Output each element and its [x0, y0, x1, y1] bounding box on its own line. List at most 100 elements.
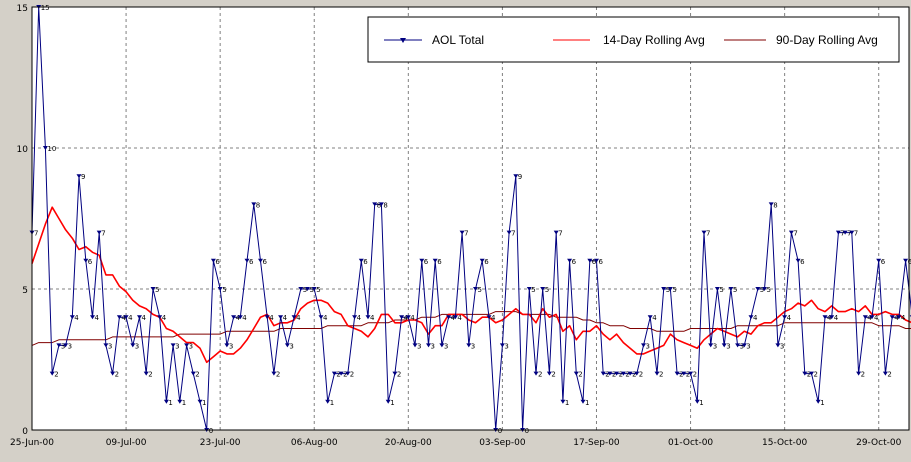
data-label: 4 [242, 314, 247, 322]
data-label: 5 [760, 286, 764, 294]
data-label: 2 [605, 371, 609, 379]
data-label: 2 [336, 371, 340, 379]
data-point-marker [822, 315, 828, 320]
data-point-marker [210, 258, 216, 263]
data-point-marker [311, 287, 317, 291]
data-label: 2 [679, 371, 683, 379]
data-point-marker [271, 371, 277, 376]
data-point-marker [385, 399, 391, 404]
data-point-marker [473, 287, 478, 291]
data-point-marker [526, 287, 532, 291]
data-point-marker [600, 371, 606, 376]
data-label: 2 [807, 371, 811, 379]
data-label: 0 [525, 427, 529, 435]
data-point-marker [513, 174, 519, 179]
data-point-marker [889, 315, 895, 320]
data-label: 5 [666, 286, 670, 294]
data-point-marker [338, 371, 344, 376]
data-point-marker [163, 399, 169, 404]
data-label: 7 [854, 230, 858, 238]
data-label: 4 [404, 314, 409, 322]
data-label: 0 [498, 427, 502, 435]
data-point-marker [546, 371, 552, 376]
data-label: 4 [787, 314, 792, 322]
data-label: 1 [585, 399, 589, 407]
data-label: 7 [34, 230, 38, 238]
data-label: 3 [289, 342, 293, 350]
data-point-marker [479, 258, 485, 263]
data-point-marker [647, 315, 653, 320]
data-point-marker [426, 343, 431, 348]
data-label: 5 [545, 286, 549, 294]
data-label: 2 [551, 371, 555, 379]
data-point-marker [264, 315, 270, 320]
data-point-marker [318, 315, 324, 320]
y-tick-label: 5 [22, 286, 28, 296]
data-label: 5 [303, 286, 307, 294]
x-tick-label: 20-Aug-00 [385, 438, 432, 448]
legend-item-aol-total: AOL Total [384, 33, 484, 47]
data-point-marker [795, 258, 801, 263]
data-point-marker [688, 371, 694, 376]
x-tick-label: 01-Oct-00 [668, 438, 713, 448]
data-label: 6 [88, 258, 93, 266]
data-label: 8 [256, 201, 260, 209]
data-label: 4 [867, 314, 872, 322]
data-point-marker [728, 287, 734, 291]
data-label: 4 [451, 314, 456, 322]
data-point-marker [399, 315, 405, 320]
data-label: 3 [229, 342, 233, 350]
data-point-marker [627, 371, 633, 376]
data-label: 3 [189, 342, 193, 350]
x-axis: 25-Jun-00 09-Jul-00 23-Jul-00 06-Aug-00 20-A… [10, 438, 902, 448]
legend-item-14-day: 14-Day Rolling Avg [553, 33, 705, 47]
data-point-marker [607, 371, 613, 376]
data-label: 4 [834, 314, 839, 322]
legend-item-90-day: 90-Day Rolling Avg [724, 33, 878, 47]
data-label: 2 [814, 371, 818, 379]
data-label: 3 [713, 342, 717, 350]
data-label: 4 [652, 314, 657, 322]
data-point-marker [701, 230, 707, 235]
data-point-marker [748, 315, 754, 320]
data-point-marker [432, 258, 438, 263]
data-point-marker [412, 343, 418, 348]
data-label: 6 [215, 258, 220, 266]
data-label: 3 [68, 342, 72, 350]
data-point-marker [217, 287, 223, 291]
data-point-marker [876, 258, 882, 263]
data-label: 3 [471, 342, 475, 350]
data-label: 3 [175, 342, 179, 350]
x-tick-label: 15-Oct-00 [762, 438, 807, 448]
data-point-marker [641, 343, 646, 348]
data-point-marker [197, 399, 203, 404]
data-point-marker [634, 371, 640, 376]
data-point-marker [533, 371, 539, 376]
data-label: 4 [410, 314, 415, 322]
data-label: 5 [310, 286, 314, 294]
data-point-marker [110, 371, 116, 376]
data-point-marker [76, 174, 82, 179]
data-label: 6 [881, 258, 886, 266]
data-label: 7 [793, 230, 797, 238]
x-tick-label: 06-Aug-00 [291, 438, 338, 448]
data-label: 1 [699, 399, 703, 407]
data-label: 2 [639, 371, 643, 379]
data-label: 9 [518, 173, 522, 181]
data-label: 2 [350, 371, 354, 379]
data-point-marker [352, 315, 358, 320]
data-point-marker [540, 287, 546, 291]
data-point-marker [862, 315, 868, 320]
data-point-marker [567, 258, 573, 263]
data-label: 2 [148, 371, 152, 379]
data-point-marker [96, 230, 102, 235]
data-point-marker [775, 343, 781, 348]
data-label: 4 [357, 314, 362, 322]
data-point-marker [620, 371, 626, 376]
data-point-marker [735, 343, 741, 348]
data-label: 2 [612, 371, 616, 379]
data-point-marker [654, 371, 660, 376]
